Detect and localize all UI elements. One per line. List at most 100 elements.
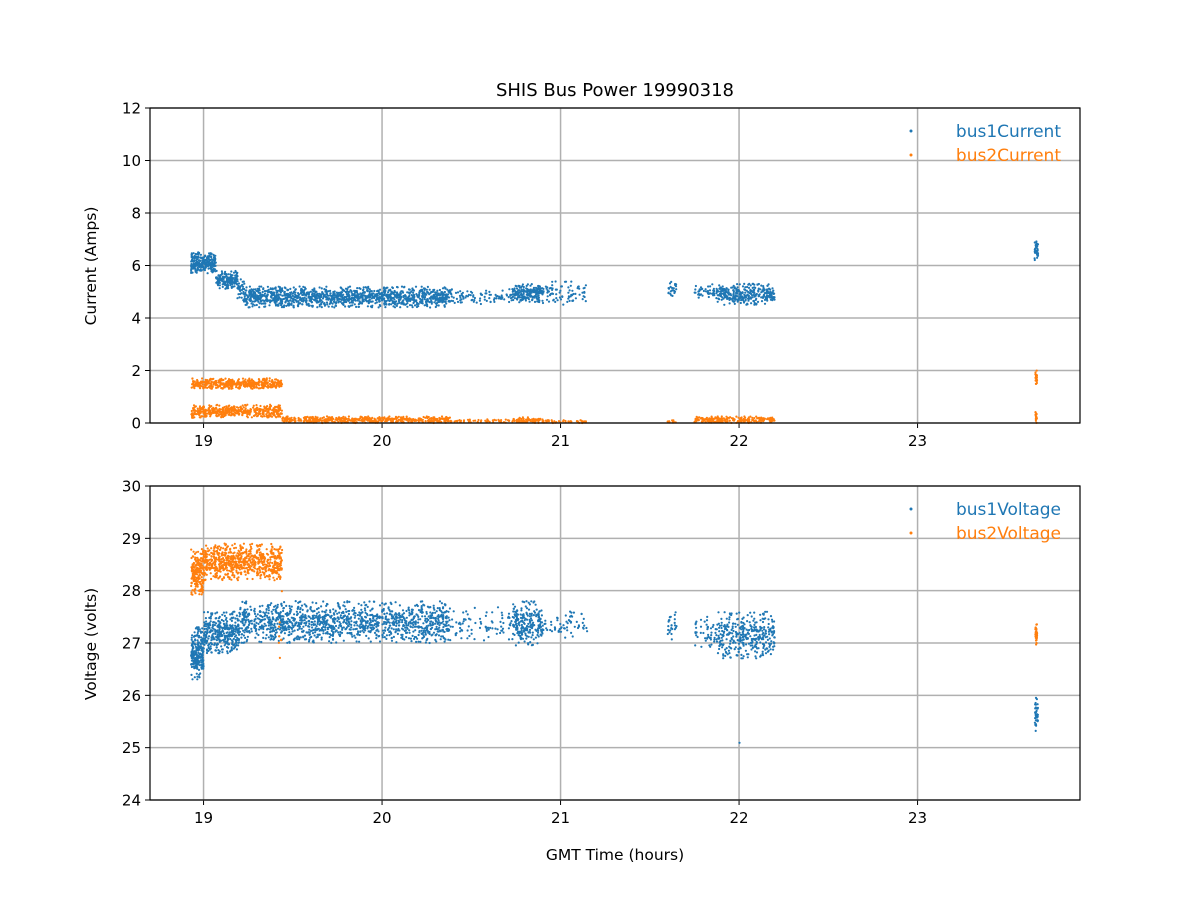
data-point	[244, 296, 246, 298]
data-point	[197, 647, 199, 649]
data-point	[711, 283, 713, 285]
data-point	[430, 299, 432, 301]
data-point	[508, 301, 510, 303]
data-point	[331, 420, 333, 422]
data-point	[253, 300, 255, 302]
data-point	[398, 416, 400, 418]
data-point	[194, 380, 196, 382]
data-point	[415, 286, 417, 288]
data-point	[226, 278, 228, 280]
data-point	[425, 301, 427, 303]
data-point	[337, 301, 339, 303]
data-point	[718, 284, 720, 286]
data-point	[197, 626, 199, 628]
data-point	[721, 290, 723, 292]
data-point	[753, 300, 755, 302]
data-point	[210, 620, 212, 622]
data-point	[320, 299, 322, 301]
data-point	[202, 383, 204, 385]
data-point	[412, 292, 414, 294]
data-point	[752, 296, 754, 298]
data-point	[277, 383, 279, 385]
data-point	[259, 292, 261, 294]
data-point	[256, 387, 258, 389]
data-point	[194, 631, 196, 633]
data-point	[486, 300, 488, 302]
data-point	[749, 416, 751, 418]
data-point	[555, 293, 557, 295]
data-point	[237, 381, 239, 383]
data-point	[237, 383, 239, 385]
data-point	[199, 661, 201, 663]
data-point	[222, 413, 224, 415]
data-point	[263, 306, 265, 308]
data-point	[241, 411, 243, 413]
data-point	[287, 289, 289, 291]
data-point	[732, 417, 734, 419]
data-point	[348, 415, 350, 417]
data-point	[259, 302, 261, 304]
data-point	[726, 418, 728, 420]
data-point	[282, 416, 284, 418]
y-tick-label: 30	[122, 478, 141, 496]
data-point	[268, 380, 270, 382]
data-point	[768, 296, 770, 298]
data-point	[331, 306, 333, 308]
data-point	[743, 301, 745, 303]
x-tick-label: 23	[908, 809, 927, 827]
data-point	[269, 377, 271, 379]
data-point	[543, 290, 545, 292]
data-point	[750, 302, 752, 304]
data-point	[520, 300, 522, 302]
data-point	[706, 417, 708, 419]
data-point	[526, 285, 528, 287]
data-point	[421, 290, 423, 292]
data-point	[225, 276, 227, 278]
data-point	[247, 409, 249, 411]
data-point	[486, 418, 488, 420]
data-point	[479, 297, 481, 299]
x-tick-label: 19	[194, 432, 213, 450]
data-point	[399, 291, 401, 293]
data-point	[241, 408, 243, 410]
data-point	[233, 407, 235, 409]
data-point	[558, 420, 560, 422]
data-point	[323, 288, 325, 290]
data-point	[221, 379, 223, 381]
data-point	[751, 417, 753, 419]
data-point	[265, 383, 267, 385]
data-point	[197, 656, 199, 658]
data-point	[520, 289, 522, 291]
data-point	[216, 384, 218, 386]
data-point	[425, 420, 427, 422]
data-point	[386, 287, 388, 289]
data-point	[317, 419, 319, 421]
data-point	[275, 416, 277, 418]
data-point	[451, 295, 453, 297]
data-point	[771, 287, 773, 289]
data-point	[720, 288, 722, 290]
data-point	[351, 297, 353, 299]
data-point	[363, 294, 365, 296]
data-point	[296, 295, 298, 297]
data-point	[236, 615, 238, 617]
data-point	[376, 301, 378, 303]
y-tick-label: 26	[122, 687, 141, 705]
data-point	[263, 295, 265, 297]
data-point	[255, 404, 257, 406]
data-point	[356, 287, 358, 289]
data-point	[719, 420, 721, 422]
data-point	[473, 299, 475, 301]
data-point	[192, 268, 194, 270]
data-point	[397, 420, 399, 422]
data-point	[411, 304, 413, 306]
data-point	[311, 301, 313, 303]
data-point	[208, 646, 210, 648]
data-point	[391, 418, 393, 420]
data-point	[317, 301, 319, 303]
data-point	[484, 420, 486, 422]
data-point	[423, 297, 425, 299]
data-point	[223, 410, 225, 412]
data-point	[308, 294, 310, 296]
